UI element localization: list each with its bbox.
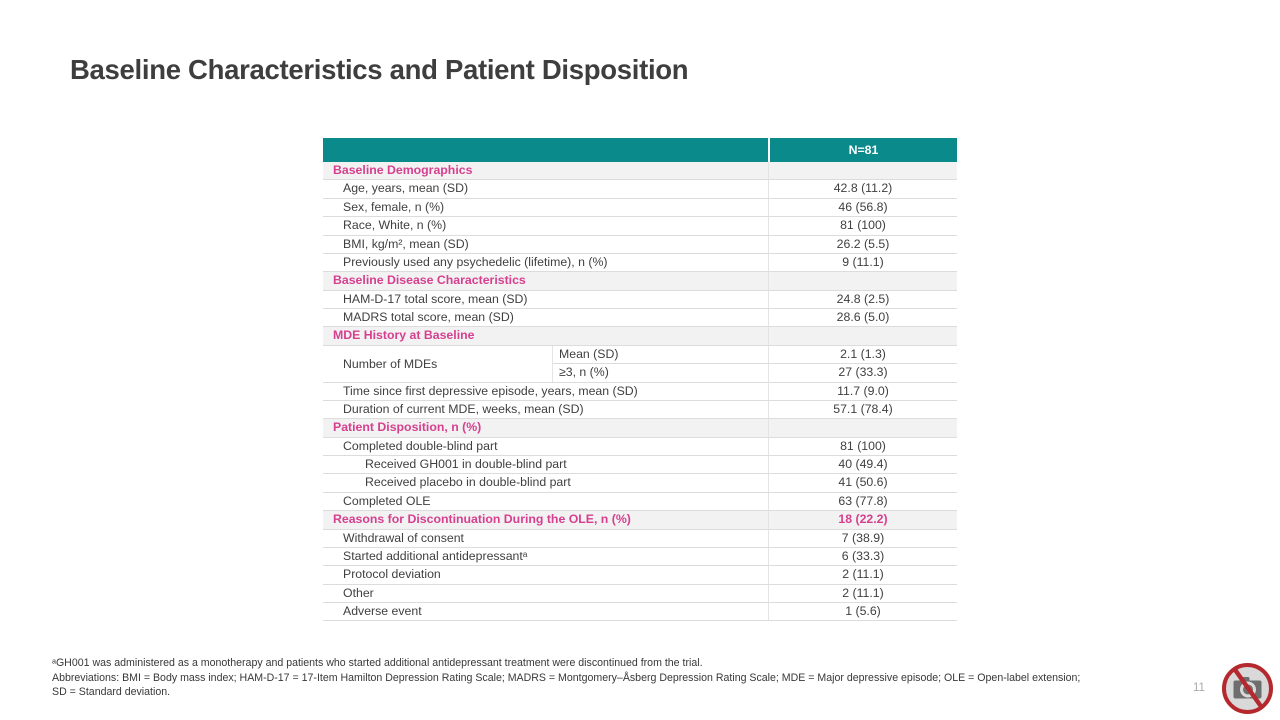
table-sub-row: Mean (SD) 2.1 (1.3): [553, 345, 957, 365]
row-label: Race, White, n (%): [343, 218, 447, 233]
no-image-placeholder-svg: [1222, 663, 1273, 714]
row-value: 2 (11.1): [768, 584, 957, 602]
table-row: Adverse event 1 (5.6): [323, 603, 957, 622]
row-label: Completed double-blind part: [343, 438, 498, 453]
row-label: Received placebo in double-blind part: [365, 475, 571, 490]
table-row: HAM-D-17 total score, mean (SD) 24.8 (2.5…: [323, 290, 957, 309]
row-value: 6 (33.3): [768, 547, 957, 566]
row-label: Number of MDEs: [323, 345, 553, 382]
page-title: Baseline Characteristics and Patient Dis…: [70, 54, 689, 85]
baseline-characteristics-table: N=81 Baseline Demographics Age, years, me…: [323, 138, 957, 622]
row-value: 24.8 (2.5): [768, 290, 957, 308]
row-value: 1 (5.6): [768, 603, 957, 621]
footnote-line-3: SD = Standard deviation.: [52, 686, 171, 699]
table-row: Withdrawal of consent 7 (38.9): [323, 529, 957, 548]
row-label: Time since first depressive episode, yea…: [343, 383, 638, 398]
row-value: 28.6 (5.0): [768, 309, 957, 327]
table-row: Sex, female, n (%) 46 (56.8): [323, 198, 957, 218]
row-value: 81 (100): [768, 437, 957, 455]
page-number: 11: [1193, 682, 1205, 694]
table-header-n-cell: N=81: [768, 138, 957, 162]
section-label: Baseline Disease Characteristics: [333, 273, 526, 288]
row-value: [768, 327, 957, 345]
row-value: 9 (11.1): [768, 253, 957, 272]
table-row: MADRS total score, mean (SD) 28.6 (5.0): [323, 309, 957, 328]
row-value: 7 (38.9): [768, 529, 957, 547]
table-row: Race, White, n (%) 81 (100): [323, 217, 957, 236]
table-row: Age, years, mean (SD) 42.8 (11.2): [323, 180, 957, 199]
no-image-placeholder-icon: [1221, 662, 1274, 715]
row-label: Started additional antidepressantᵃ: [343, 548, 528, 563]
table-row: Time since first depressive episode, yea…: [323, 382, 957, 401]
row-value: 63 (77.8): [768, 492, 957, 511]
table-sub-row: ≥3, n (%) 27 (33.3): [553, 364, 957, 383]
row-value: 46 (56.8): [768, 198, 957, 217]
row-value: 57.1 (78.4): [768, 400, 957, 419]
table-row: Received GH001 in double-blind part 40 (4…: [323, 456, 957, 475]
row-label: Completed OLE: [343, 493, 431, 508]
table-row: Protocol deviation 2 (11.1): [323, 566, 957, 585]
row-value: 18 (22.2): [768, 511, 957, 529]
table-row: Completed double-blind part 81 (100): [323, 437, 957, 456]
row-label: Previously used any psychedelic (lifetim…: [343, 254, 608, 269]
table-section-row: Baseline Demographics: [323, 162, 957, 181]
table-split-row: Number of MDEs Mean (SD) 2.1 (1.3) ≥3, n (%…: [323, 345, 957, 383]
split-sub-column: Mean (SD) 2.1 (1.3) ≥3, n (%) 27 (33.3): [553, 345, 957, 383]
row-label: Adverse event: [343, 604, 422, 618]
table-header-label-cell: [323, 138, 768, 162]
row-label: Received GH001 in double-blind part: [365, 457, 567, 471]
row-label: HAM-D-17 total score, mean (SD): [343, 291, 528, 306]
section-label: Patient Disposition, n (%): [333, 420, 482, 435]
table-header-row: N=81: [323, 138, 957, 162]
footnotes: ᵃGH001 was administered as a monotherapy…: [52, 656, 1182, 700]
footnote-line-2: Abbreviations: BMI = Body mass index; HA…: [52, 671, 1081, 684]
row-value: 26.2 (5.5): [768, 235, 957, 253]
row-label: MADRS total score, mean (SD): [343, 310, 514, 324]
row-label: Duration of current MDE, weeks, mean (SD…: [343, 401, 584, 416]
row-label: BMI, kg/m², mean (SD): [343, 236, 469, 251]
row-value: 2 (11.1): [768, 566, 957, 584]
row-value: 11.7 (9.0): [768, 382, 957, 400]
row-value: 81 (100): [768, 217, 957, 235]
table-section-row: MDE History at Baseline: [323, 327, 957, 346]
row-value: [768, 419, 957, 437]
row-label: Protocol deviation: [343, 567, 441, 582]
row-value: 41 (50.6): [768, 474, 957, 492]
row-label: Age, years, mean (SD): [343, 181, 469, 196]
row-sublabel: Mean (SD): [559, 346, 619, 361]
table-row: Completed OLE 63 (77.8): [323, 492, 957, 512]
table-body: Baseline Demographics Age, years, mean (S…: [323, 162, 957, 622]
table-row: Received placebo in double-blind part 41 …: [323, 474, 957, 493]
row-value: 42.8 (11.2): [768, 180, 957, 198]
row-value: [768, 162, 957, 180]
table-row: Duration of current MDE, weeks, mean (SD…: [323, 400, 957, 420]
footnote-line-1: ᵃGH001 was administered as a monotherapy…: [52, 657, 703, 669]
row-value: 40 (49.4): [768, 456, 957, 474]
section-label: Reasons for Discontinuation During the O…: [333, 512, 631, 527]
table-section-row: Patient Disposition, n (%): [323, 419, 957, 438]
row-value: 27 (33.3): [768, 364, 957, 383]
section-label: MDE History at Baseline: [333, 328, 475, 343]
table-row: Previously used any psychedelic (lifetim…: [323, 253, 957, 273]
row-label: Sex, female, n (%): [343, 199, 445, 214]
row-value: [768, 272, 957, 290]
table-row: Started additional antidepressantᵃ 6 (33.…: [323, 547, 957, 567]
row-sublabel: ≥3, n (%): [559, 365, 609, 380]
section-label: Baseline Demographics: [333, 163, 473, 177]
row-label: Other: [343, 585, 374, 600]
row-label: Withdrawal of consent: [343, 530, 464, 545]
row-value: 2.1 (1.3): [768, 345, 957, 364]
table-section-row: Reasons for Discontinuation During the O…: [323, 511, 957, 530]
table-row: Other 2 (11.1): [323, 584, 957, 603]
table-section-row: Baseline Disease Characteristics: [323, 272, 957, 291]
table-row: BMI, kg/m², mean (SD) 26.2 (5.5): [323, 235, 957, 254]
